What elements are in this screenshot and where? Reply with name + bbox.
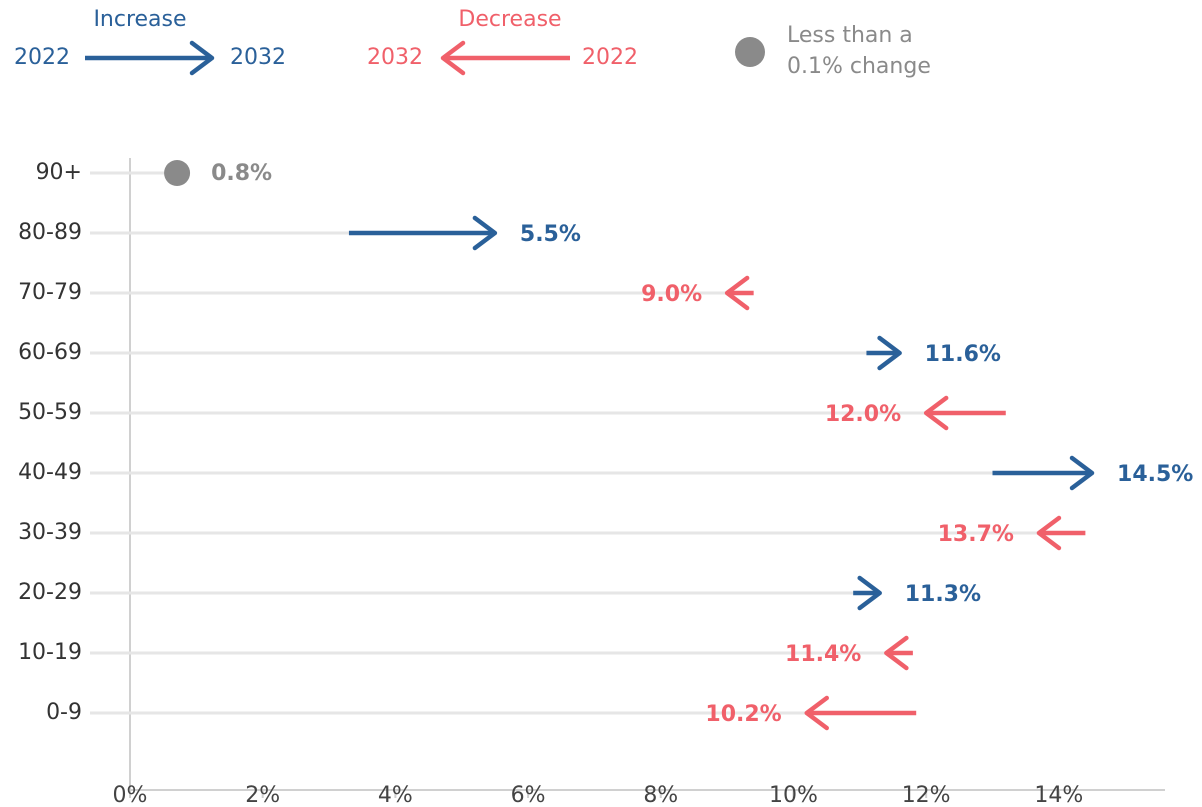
legend-same: 0.1% change <box>787 54 931 79</box>
value-label: 10.2% <box>705 702 781 727</box>
y-tick-label: 50-59 <box>18 400 82 425</box>
y-tick-label: 60-69 <box>18 340 82 365</box>
x-tick-label: 2% <box>245 783 280 807</box>
x-tick-label: 6% <box>511 783 546 807</box>
legend-end: 2032 <box>367 45 423 70</box>
value-label: 5.5% <box>520 222 581 247</box>
value-label: 11.3% <box>905 582 981 607</box>
arrow-head <box>877 335 902 371</box>
y-tick-label: 20-29 <box>18 580 82 605</box>
y-tick-label: 70-79 <box>18 280 82 305</box>
value-label: 12.0% <box>825 402 901 427</box>
legend-arrow-head <box>189 40 215 76</box>
y-tick-label: 30-39 <box>18 520 82 545</box>
x-tick-label: 14% <box>1034 783 1083 807</box>
legend-start: 2022 <box>582 45 638 70</box>
legend-end: 2032 <box>230 45 286 70</box>
value-label: 9.0% <box>641 282 702 307</box>
x-tick-label: 10% <box>769 783 818 807</box>
y-tick-label: 10-19 <box>18 640 82 665</box>
y-tick-label: 80-89 <box>18 220 82 245</box>
arrow-head <box>804 695 829 731</box>
y-tick-label: 90+ <box>36 160 82 185</box>
arrow-head <box>884 635 909 671</box>
dot <box>164 160 191 186</box>
x-tick-label: 4% <box>378 783 413 807</box>
arrow-head <box>472 215 498 251</box>
legend-arrow-head <box>440 40 466 76</box>
arrow-head <box>1069 455 1095 491</box>
arrow-head <box>1036 515 1062 551</box>
value-label: 14.5% <box>1117 462 1193 487</box>
value-label: 0.8% <box>211 161 272 186</box>
y-tick-label: 40-49 <box>18 460 82 485</box>
x-tick-label: 8% <box>643 783 678 807</box>
legend-same: Less than a <box>787 23 913 48</box>
arrow-head <box>923 395 949 431</box>
value-label: 11.4% <box>785 642 861 667</box>
legend-increase: Increase <box>93 7 186 32</box>
arrow-head <box>857 575 882 611</box>
x-tick-label: 0% <box>113 783 148 807</box>
legend-dot <box>735 37 765 67</box>
legend-start: 2022 <box>14 45 70 70</box>
legend-decrease: Decrease <box>458 7 561 32</box>
x-tick-label: 12% <box>902 783 951 807</box>
arrow-head <box>724 275 750 311</box>
y-tick-label: 0-9 <box>46 700 82 725</box>
value-label: 13.7% <box>938 522 1014 547</box>
value-label: 11.6% <box>925 342 1001 367</box>
